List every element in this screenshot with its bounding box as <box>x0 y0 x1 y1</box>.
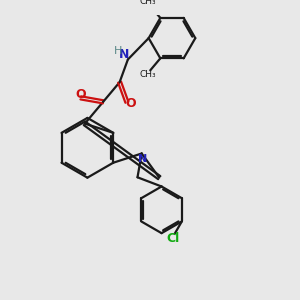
Text: Cl: Cl <box>167 232 180 244</box>
Text: N: N <box>139 154 148 164</box>
Text: CH₃: CH₃ <box>140 70 156 79</box>
Text: O: O <box>75 88 86 101</box>
Text: CH₃: CH₃ <box>140 0 156 7</box>
Text: N: N <box>119 48 130 61</box>
Text: H: H <box>114 46 123 56</box>
Text: O: O <box>125 97 136 110</box>
